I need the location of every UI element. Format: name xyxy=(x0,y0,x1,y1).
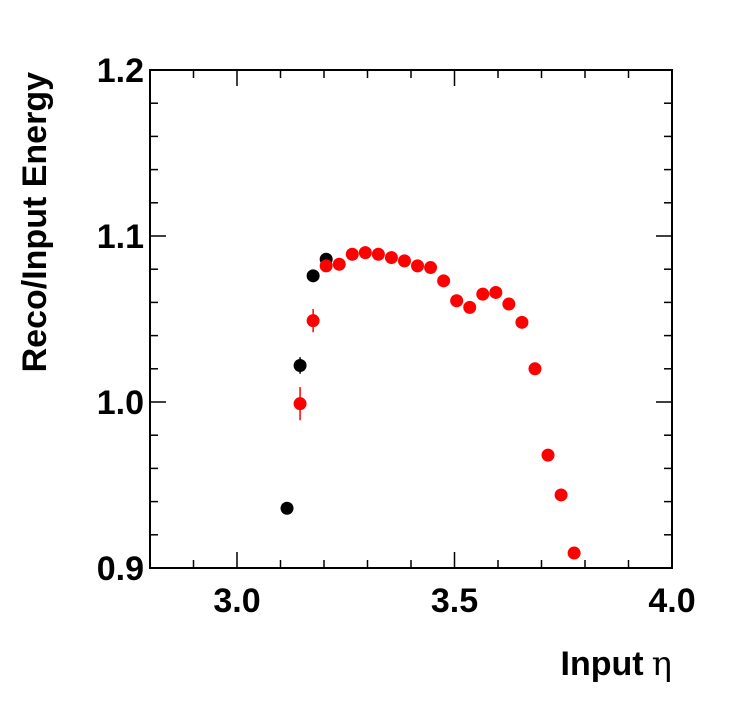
y-tick-label: 1.2 xyxy=(97,52,144,90)
data-point xyxy=(319,259,333,273)
x-tick-label: 3.0 xyxy=(213,582,260,620)
data-points xyxy=(280,246,581,560)
series-0-points xyxy=(280,252,333,515)
y-tick-label: 1.1 xyxy=(97,218,144,256)
data-point xyxy=(515,315,529,329)
data-point xyxy=(280,501,294,515)
data-point xyxy=(528,362,542,376)
axis-ticks xyxy=(150,70,672,568)
data-point xyxy=(371,247,385,261)
data-point xyxy=(345,247,359,261)
x-axis-eta-symbol: η xyxy=(652,644,672,684)
data-point xyxy=(293,397,307,411)
data-point xyxy=(424,261,438,275)
data-point xyxy=(437,274,451,288)
data-point xyxy=(306,314,320,328)
y-axis-title: Reco/Input Energy xyxy=(16,72,54,372)
data-point xyxy=(450,294,464,308)
x-tick-label: 3.5 xyxy=(431,582,478,620)
data-point xyxy=(463,300,477,314)
data-point xyxy=(567,546,581,560)
data-point xyxy=(541,448,555,462)
data-point xyxy=(358,246,372,260)
y-tick-label: 0.9 xyxy=(97,550,144,588)
x-axis-title: Input η xyxy=(561,644,672,684)
data-point xyxy=(554,488,568,502)
x-axis-title-text: Input xyxy=(561,645,644,683)
plot-frame xyxy=(149,69,673,569)
data-point xyxy=(384,251,398,265)
x-tick-label: 4.0 xyxy=(648,582,695,620)
data-point xyxy=(306,269,320,283)
data-point xyxy=(332,257,346,271)
axis-tick-labels: 3.0 3.5 4.0 0.9 1.0 1.1 1.2 xyxy=(97,52,696,620)
y-tick-label: 1.0 xyxy=(97,384,144,422)
data-point xyxy=(293,358,307,372)
data-point xyxy=(397,254,411,268)
data-point xyxy=(489,285,503,299)
data-point xyxy=(411,259,425,273)
data-point xyxy=(502,297,516,311)
series-1-points xyxy=(293,246,581,560)
data-point xyxy=(476,287,490,301)
